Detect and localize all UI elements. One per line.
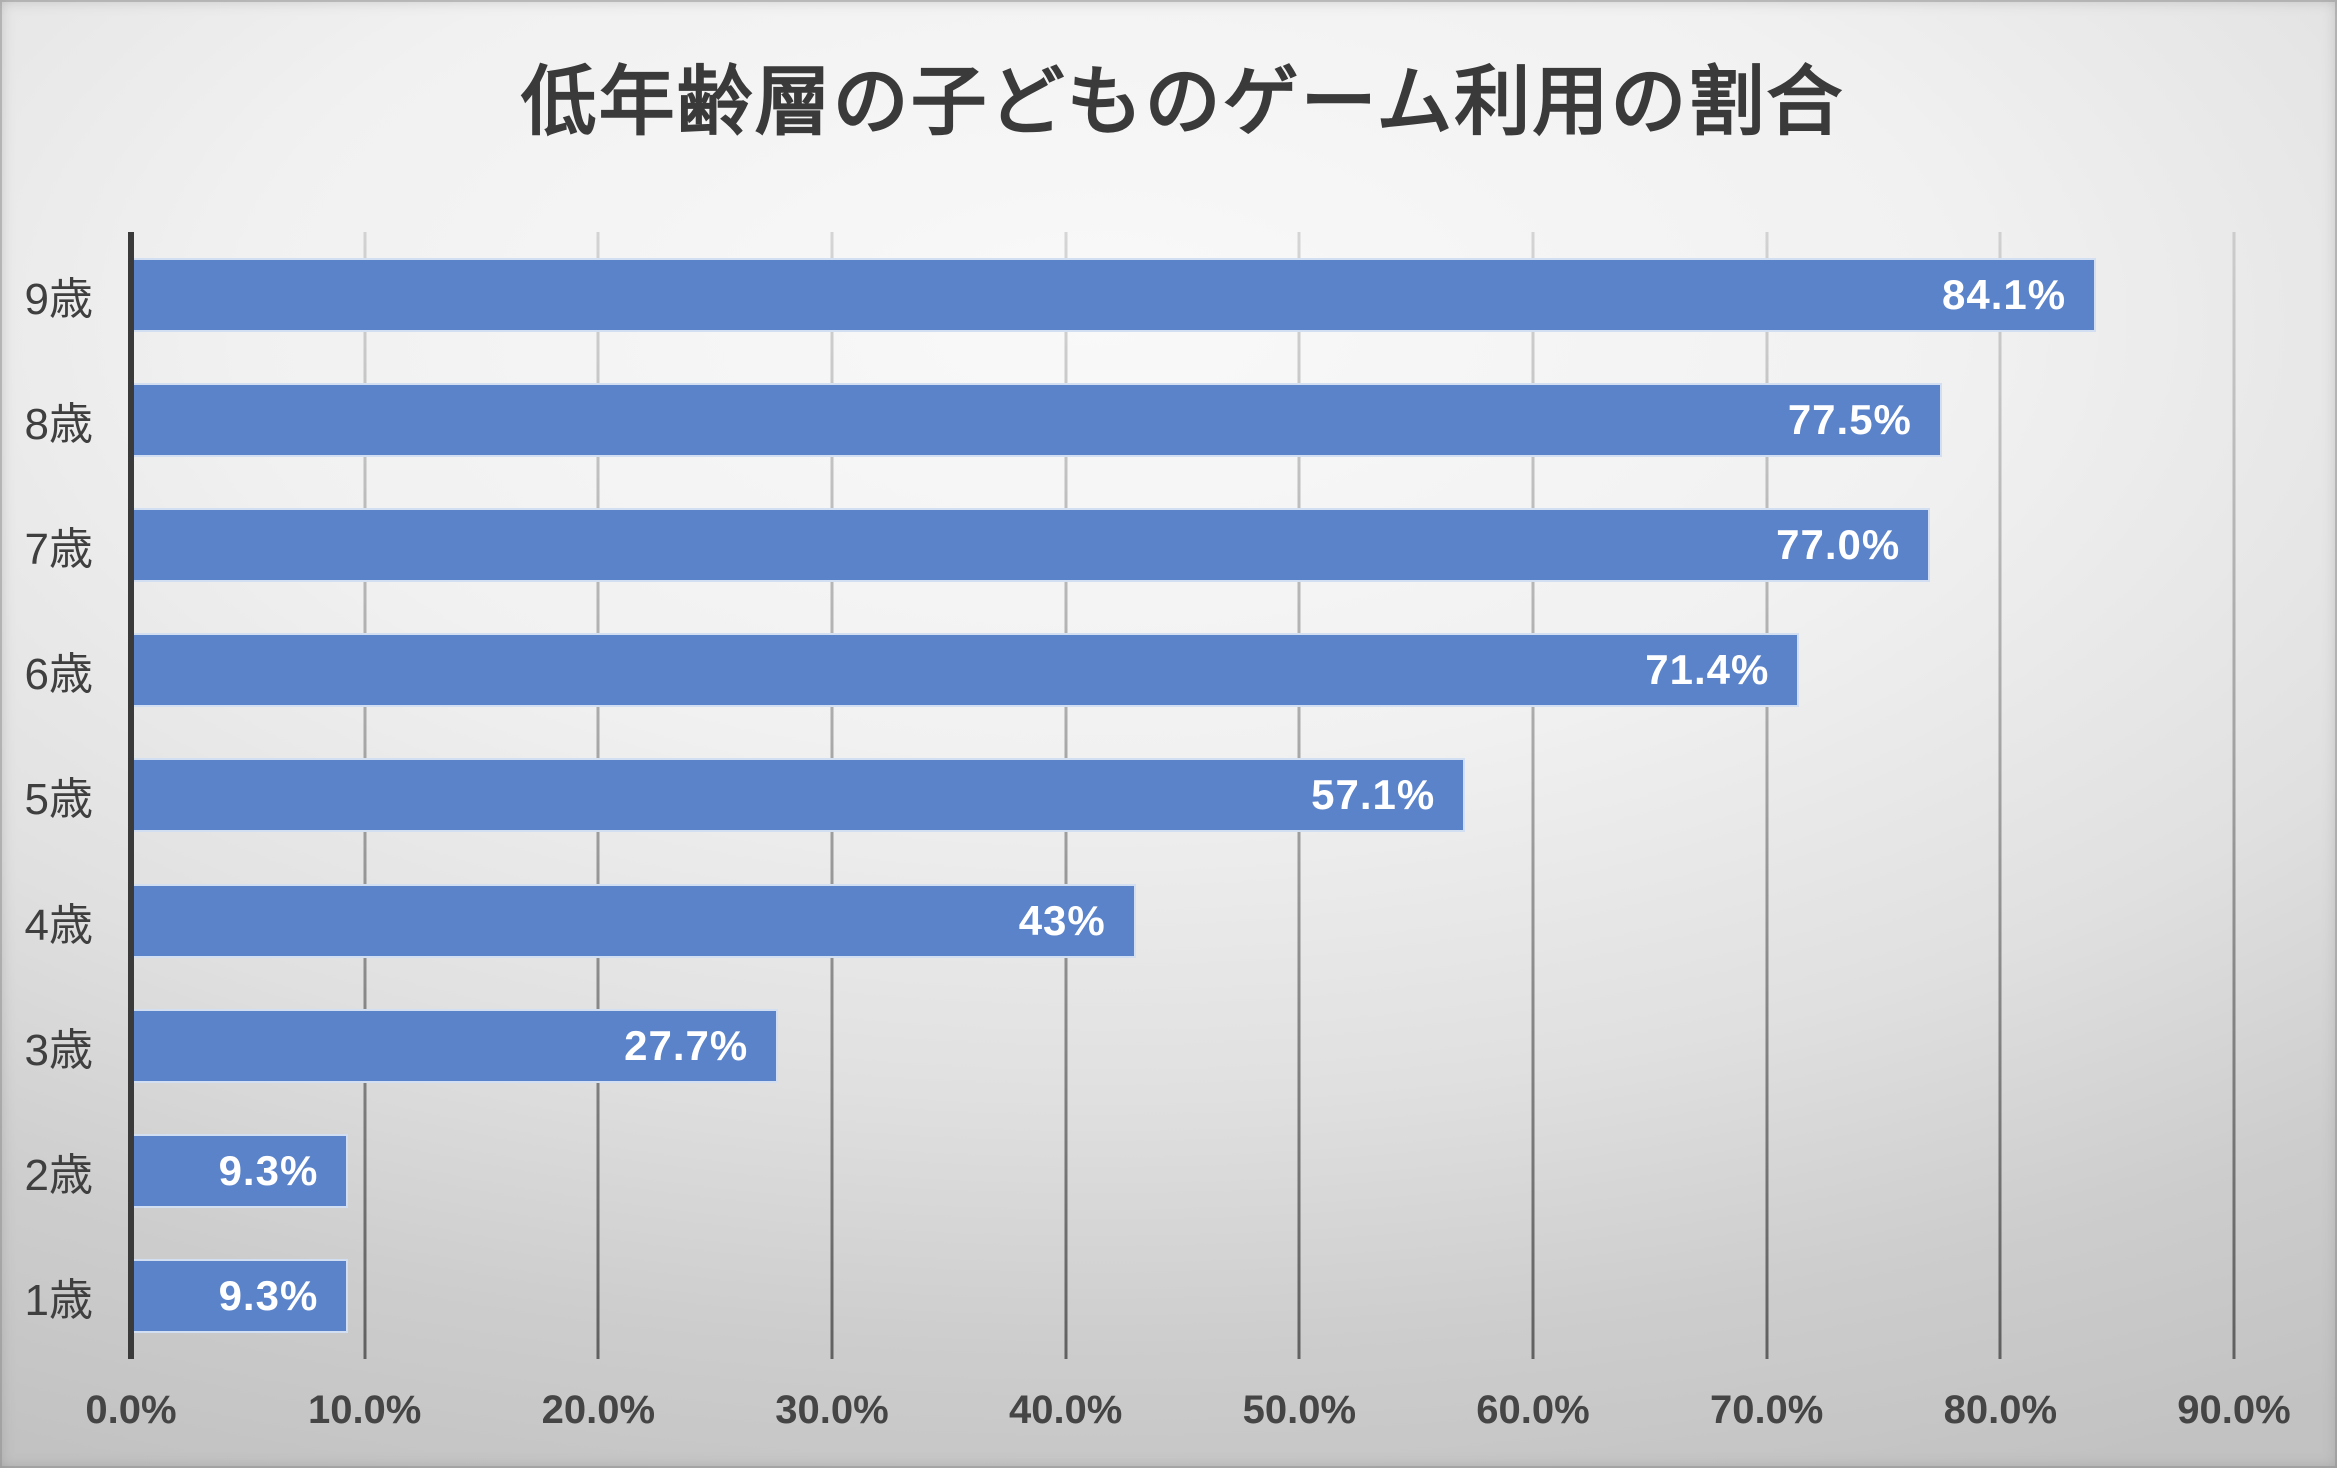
x-tick-label: 60.0% <box>1476 1388 1590 1432</box>
value-label: 43% <box>1018 896 1106 944</box>
gridline <box>2232 232 2236 1359</box>
category-label: 8歳 <box>24 399 93 449</box>
category-label: 9歳 <box>24 274 93 324</box>
x-axis: 0.0% 10.0% 20.0% 30.0% 40.0% 50.0% 60.0% 70.0% 8… <box>85 1388 2290 1450</box>
gridline <box>1765 232 1769 1359</box>
value-label: 27.7% <box>624 1021 749 1069</box>
x-tick-label: 30.0% <box>775 1388 889 1432</box>
value-label: 9.3% <box>218 1147 319 1195</box>
x-tick-label: 40.0% <box>1008 1388 1123 1432</box>
category-label: 7歳 <box>24 525 93 575</box>
bar-row: 3歳 27.7% <box>25 983 2234 1108</box>
bar: 43% <box>131 883 1136 958</box>
category-label: 6歳 <box>24 650 93 700</box>
value-label: 9.3% <box>218 1272 319 1320</box>
x-tick-label: 20.0% <box>541 1388 656 1432</box>
bar-row: 5歳 57.1% <box>25 733 2234 858</box>
bar: 77.0% <box>131 508 1931 583</box>
bar-row: 9歳 84.1% <box>25 232 2234 357</box>
x-tick-label: 10.0% <box>307 1388 422 1432</box>
x-tick-label: 70.0% <box>1709 1388 1824 1432</box>
x-tick-label: 80.0% <box>1943 1388 2058 1432</box>
value-label: 71.4% <box>1645 646 1770 694</box>
bar-row: 8歳 77.5% <box>25 357 2234 482</box>
category-label: 4歳 <box>24 900 93 950</box>
category-label: 1歳 <box>24 1276 93 1326</box>
bar-row: 1歳 9.3% <box>25 1234 2234 1359</box>
category-label: 3歳 <box>24 1025 93 1075</box>
bar: 9.3% <box>131 1134 349 1209</box>
bar-row: 7歳 77.0% <box>25 482 2234 607</box>
gridline <box>1531 232 1535 1359</box>
bar-row: 6歳 71.4% <box>25 608 2234 733</box>
bar: 9.3% <box>131 1259 349 1334</box>
bar: 71.4% <box>131 633 1800 708</box>
x-tick-label: 50.0% <box>1242 1388 1357 1432</box>
bar: 84.1% <box>131 257 2097 332</box>
x-tick-label: 0.0% <box>85 1388 177 1432</box>
value-label: 57.1% <box>1311 771 1436 819</box>
value-label: 77.5% <box>1787 395 1912 443</box>
bar-row: 2歳 9.3% <box>25 1109 2234 1234</box>
value-label: 77.0% <box>1776 521 1901 569</box>
bar-row: 4歳 43% <box>25 858 2234 983</box>
y-axis-line <box>128 232 134 1359</box>
gridline <box>1998 232 2002 1359</box>
category-label: 2歳 <box>24 1151 93 1201</box>
x-tick-label: 90.0% <box>2177 1388 2291 1432</box>
bar: 57.1% <box>131 758 1466 833</box>
category-label: 5歳 <box>24 775 93 825</box>
plot-area: 9歳 84.1% 8歳 77.5% 7歳 77.0% 6歳 71.4% 5歳 57.1% 4歳 43%… <box>25 232 2236 1359</box>
chart-title: 低年齢層の子どものゲーム利用の割合 <box>520 60 1845 145</box>
bar: 77.5% <box>131 382 1942 457</box>
bar: 27.7% <box>131 1008 779 1083</box>
value-label: 84.1% <box>1942 270 2067 318</box>
